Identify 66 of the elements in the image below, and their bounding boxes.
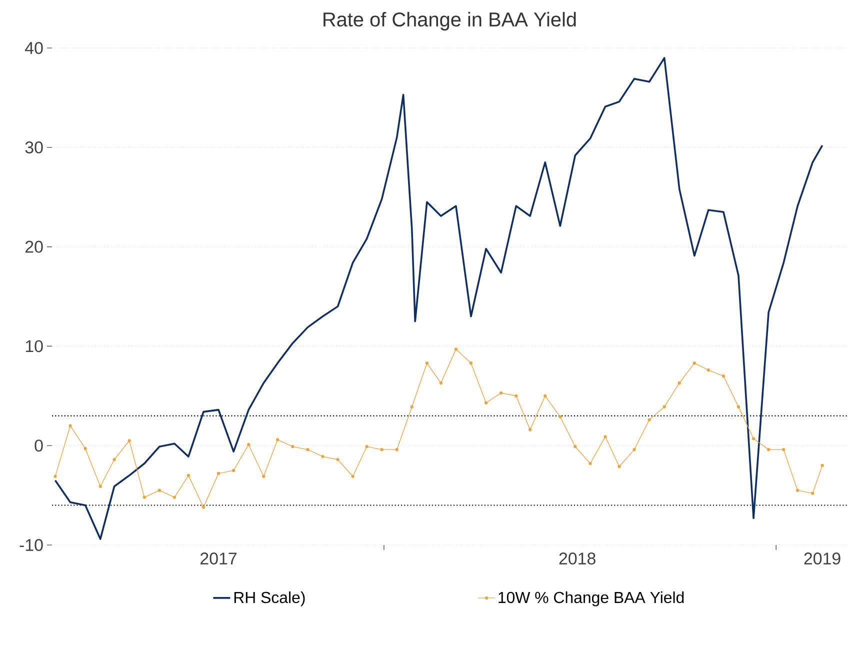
point [186,474,190,477]
y-tick-label: -10 [20,539,43,551]
point [84,447,87,450]
point [142,496,146,499]
point [321,454,324,458]
point [439,381,442,385]
point [469,362,473,365]
line-series [54,57,824,540]
x-tick-label: 2018 [559,552,596,565]
point [588,462,592,466]
point [618,464,621,468]
point [380,448,384,452]
point [216,472,220,475]
y-tick-label: 10 [26,340,43,352]
point [632,448,636,452]
x-tick-label: 2017 [200,552,236,565]
point [558,415,562,418]
point [767,448,770,452]
legend-label: 10W % Change BAA Yield [498,591,684,606]
y-tick-label: 20 [26,240,43,253]
point [306,448,310,452]
point [528,428,532,432]
point [722,374,725,378]
point [454,348,458,351]
y-tick-label: 40 [25,42,43,54]
point [247,443,250,446]
x-tick-label: 2019 [804,552,840,565]
point [752,437,756,440]
point [365,445,368,448]
point [128,439,131,442]
chart-title: Rate of Change in BAA Yield [324,12,576,31]
point [678,381,681,385]
point [291,445,294,448]
point [172,496,176,499]
point [692,362,696,365]
point [544,394,547,398]
point [158,488,161,492]
point [574,445,577,448]
point [276,438,280,442]
point [820,464,824,468]
point [736,405,740,408]
point [351,474,354,478]
point [98,484,102,488]
legend-label: RH Scale) [234,591,305,606]
point [706,368,710,372]
point [425,362,428,365]
point [604,435,607,438]
point [202,506,206,509]
point [68,424,72,428]
point [782,448,786,452]
point [112,458,116,462]
y-tick-label: 0 [34,440,43,452]
point [662,405,666,408]
point [54,474,57,478]
point [648,418,651,422]
point [232,468,236,472]
point [410,405,414,408]
point [811,492,814,495]
point [484,401,488,404]
point [262,474,266,478]
point [500,391,503,394]
point [514,394,518,398]
point [796,488,800,492]
point [395,448,398,452]
y-tick-label: 30 [25,141,43,154]
point [336,458,340,462]
